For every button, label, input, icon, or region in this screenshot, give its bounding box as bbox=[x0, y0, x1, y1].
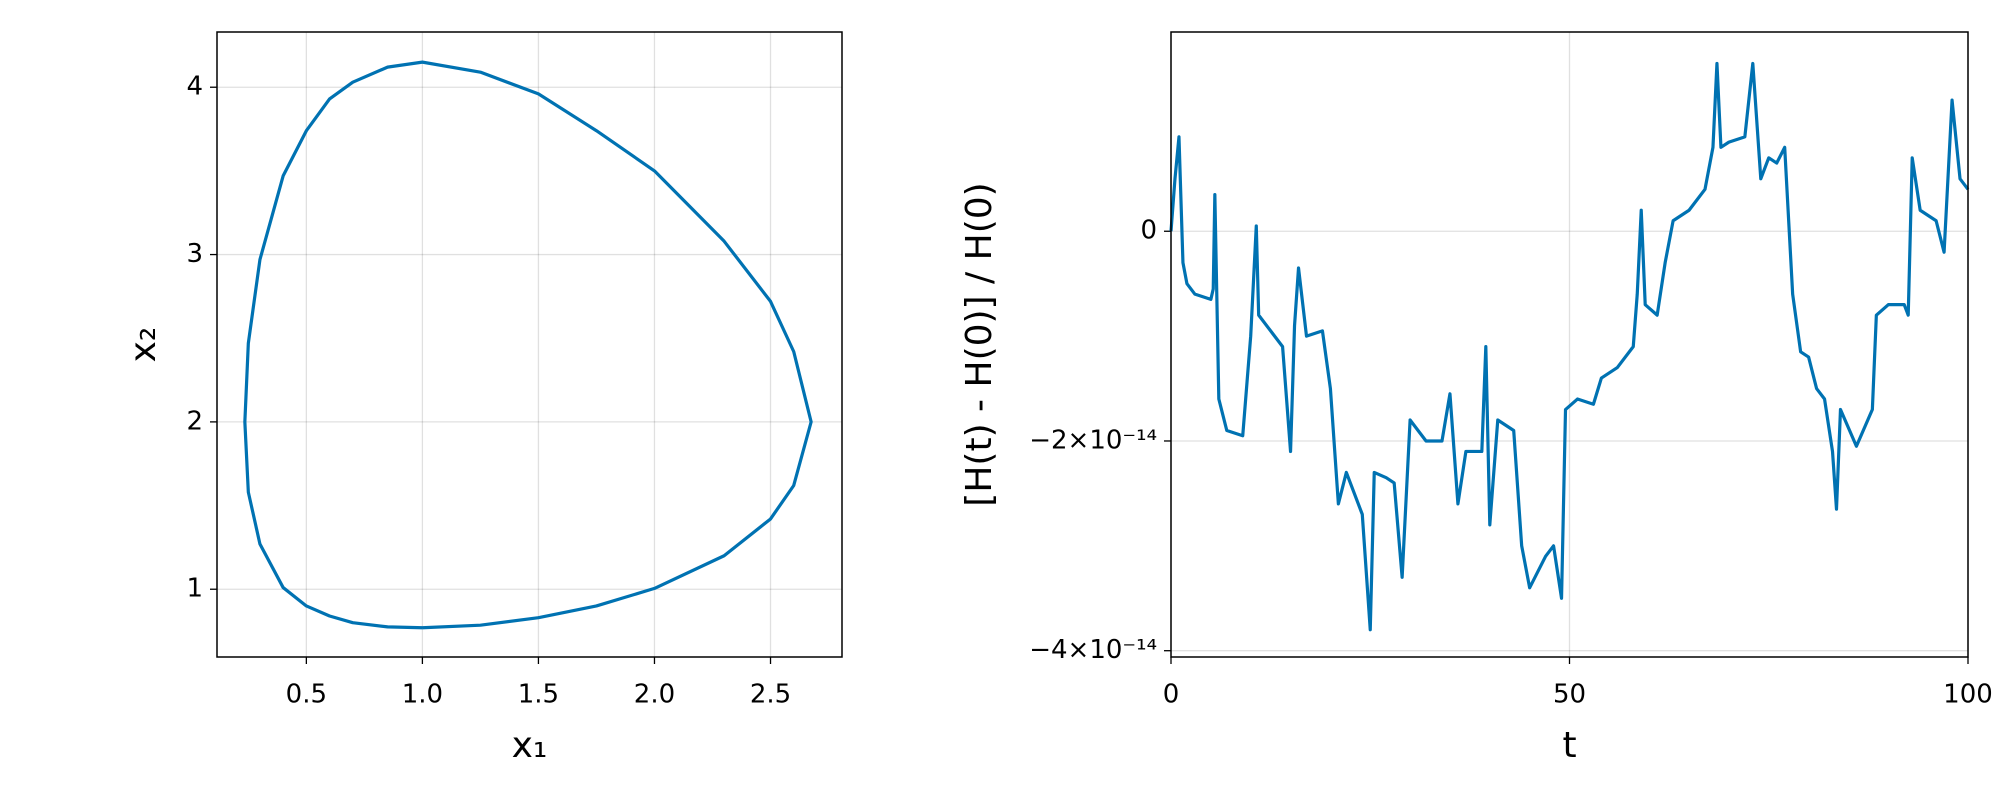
x-tick-label: 100 bbox=[1943, 680, 1993, 710]
y-axis-label: x₂ bbox=[123, 327, 164, 363]
x-tick-label: 2.5 bbox=[750, 680, 791, 710]
x-axis-label: t bbox=[1562, 725, 1576, 766]
x-tick-label: 50 bbox=[1553, 680, 1586, 710]
x-tick-label: 1.0 bbox=[402, 680, 443, 710]
y-tick-label: 1 bbox=[186, 574, 203, 604]
y-tick-label: 0 bbox=[1140, 216, 1157, 246]
x-tick-label: 0.5 bbox=[286, 680, 327, 710]
data-line bbox=[1169, 61, 1970, 632]
x-tick-label: 0 bbox=[1163, 680, 1180, 710]
y-tick-label: −2×10⁻¹⁴ bbox=[1029, 425, 1157, 455]
x-axis-label: x₁ bbox=[512, 725, 548, 766]
plot-frame bbox=[216, 31, 843, 658]
data-line bbox=[243, 60, 813, 630]
x-tick-label: 2.0 bbox=[634, 680, 675, 710]
plot-frame bbox=[1170, 31, 1969, 658]
y-tick-label: −4×10⁻¹⁴ bbox=[1029, 635, 1157, 665]
y-axis-label: [H(t) - H(0)] / H(0) bbox=[959, 182, 1000, 506]
y-tick-label: 2 bbox=[186, 406, 203, 436]
x-tick-label: 1.5 bbox=[518, 680, 559, 710]
y-tick-label: 4 bbox=[186, 72, 203, 102]
y-tick-label: 3 bbox=[186, 239, 203, 269]
